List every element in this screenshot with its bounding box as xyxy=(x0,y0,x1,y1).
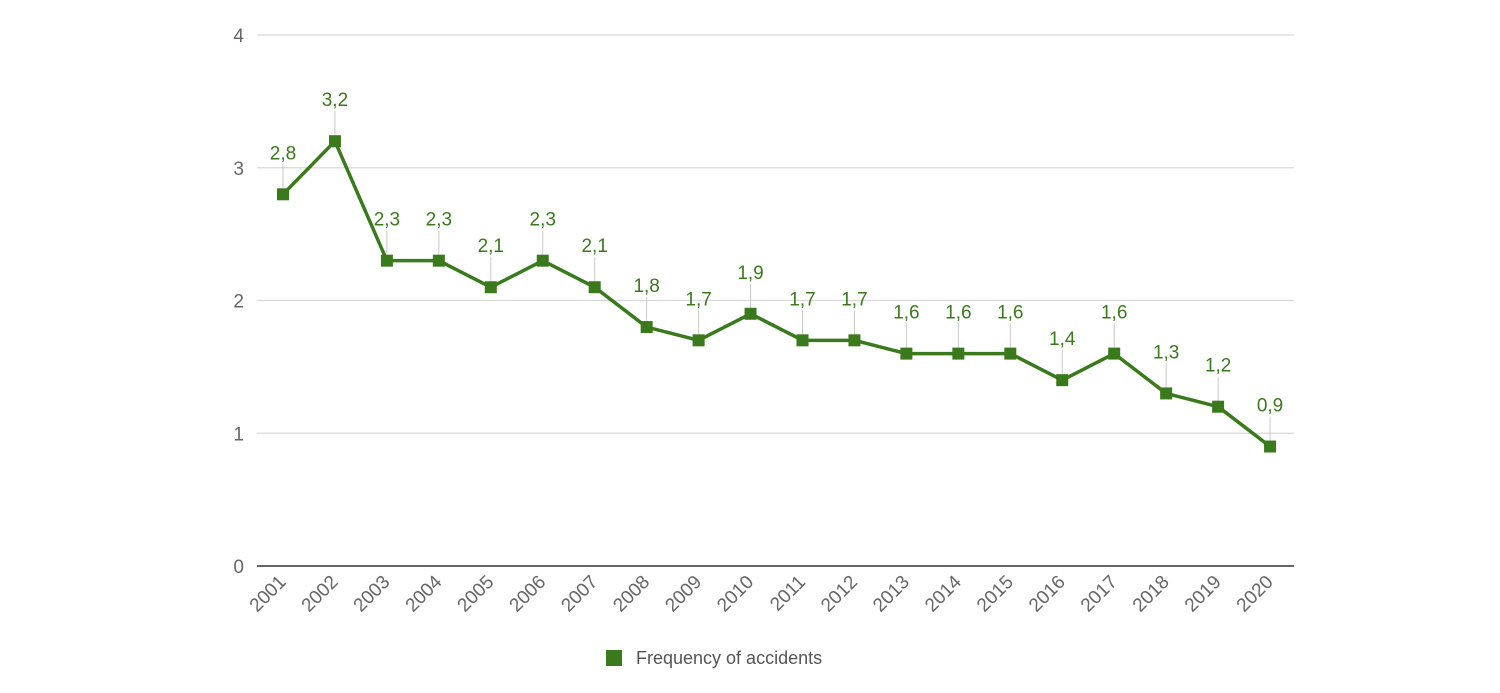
data-label: 2,1 xyxy=(478,236,504,257)
data-point xyxy=(328,135,341,148)
data-label: 2,1 xyxy=(581,236,607,257)
x-tick-label: 2020 xyxy=(1233,572,1278,617)
data-label: 1,6 xyxy=(945,303,971,324)
data-label: 1,9 xyxy=(737,263,763,284)
data-point xyxy=(1212,400,1225,413)
data-label: 3,2 xyxy=(322,90,348,111)
data-point xyxy=(1056,374,1069,387)
legend-swatch xyxy=(606,650,622,666)
x-tick-label: 2002 xyxy=(298,572,343,617)
x-tick-label: 2008 xyxy=(609,572,654,617)
gridlines xyxy=(257,34,1294,567)
x-tick-label: 2005 xyxy=(454,572,499,617)
data-point xyxy=(588,281,601,294)
x-tick-label: 2018 xyxy=(1129,572,1174,617)
y-tick-label: 1 xyxy=(233,424,244,445)
data-label: 1,3 xyxy=(1153,342,1179,363)
data-label: 2,3 xyxy=(530,210,556,231)
data-label: 1,7 xyxy=(841,289,867,310)
x-tick-label: 2012 xyxy=(817,572,862,617)
legend-label: Frequency of accidents xyxy=(636,647,823,668)
x-tick-label: 2003 xyxy=(350,572,395,617)
y-tick-label: 0 xyxy=(233,557,244,578)
data-point xyxy=(432,254,445,267)
data-label: 1,2 xyxy=(1205,356,1231,377)
label-leaders xyxy=(282,111,1271,441)
data-point xyxy=(692,334,705,347)
x-tick-label: 2017 xyxy=(1077,572,1122,617)
data-label: 1,8 xyxy=(633,276,659,297)
data-point xyxy=(796,334,809,347)
data-point xyxy=(1264,440,1277,453)
data-point xyxy=(484,281,497,294)
x-tick-label: 2014 xyxy=(921,571,966,616)
series-line xyxy=(281,139,1272,448)
data-point xyxy=(277,188,289,201)
data-label: 1,7 xyxy=(789,289,815,310)
data-label: 2,3 xyxy=(426,210,452,231)
y-axis-ticks: 0 1 2 3 4 xyxy=(233,26,244,578)
data-point xyxy=(848,334,861,347)
data-label: 1,4 xyxy=(1049,329,1076,350)
y-tick-label: 3 xyxy=(233,159,244,180)
data-point xyxy=(900,347,913,360)
x-axis-ticks: 2001 2002 2003 2004 2005 2006 2007 2008 2009 2010… xyxy=(246,571,1278,616)
x-tick-label: 2011 xyxy=(766,572,810,616)
x-tick-label: 2013 xyxy=(869,572,914,617)
data-labels: 2,8 3,2 2,3 2,3 2,1 2,3 2,1 1,8 1,7 1,9 1,7 1,7 1,6 1… xyxy=(270,90,1283,416)
data-point xyxy=(1004,347,1017,360)
data-label: 2,8 xyxy=(270,143,296,164)
data-label: 1,6 xyxy=(893,303,919,324)
data-label: 2,3 xyxy=(374,210,400,231)
data-point xyxy=(380,254,393,267)
x-tick-label: 2019 xyxy=(1181,572,1226,617)
data-point xyxy=(1160,387,1173,400)
x-tick-label: 2016 xyxy=(1025,572,1070,617)
y-tick-label: 2 xyxy=(233,292,244,313)
x-tick-label: 2007 xyxy=(557,572,602,617)
x-tick-label: 2004 xyxy=(402,571,447,616)
data-label: 1,7 xyxy=(685,289,711,310)
data-label: 1,6 xyxy=(997,303,1023,324)
data-point xyxy=(640,321,653,334)
x-tick-label: 2010 xyxy=(713,572,758,617)
x-tick-label: 2015 xyxy=(973,572,1018,617)
legend: Frequency of accidents xyxy=(606,646,822,670)
x-tick-label: 2001 xyxy=(246,572,291,617)
x-tick-label: 2009 xyxy=(661,572,706,617)
data-point xyxy=(952,347,965,360)
y-tick-label: 4 xyxy=(233,26,244,47)
data-label: 0,9 xyxy=(1257,396,1283,417)
x-tick-label: 2006 xyxy=(506,572,551,617)
data-point xyxy=(536,254,549,267)
data-label: 1,6 xyxy=(1101,303,1127,324)
series-markers xyxy=(277,135,1277,453)
series-line-path xyxy=(281,139,1272,448)
data-point xyxy=(744,307,757,320)
data-point xyxy=(1108,347,1121,360)
